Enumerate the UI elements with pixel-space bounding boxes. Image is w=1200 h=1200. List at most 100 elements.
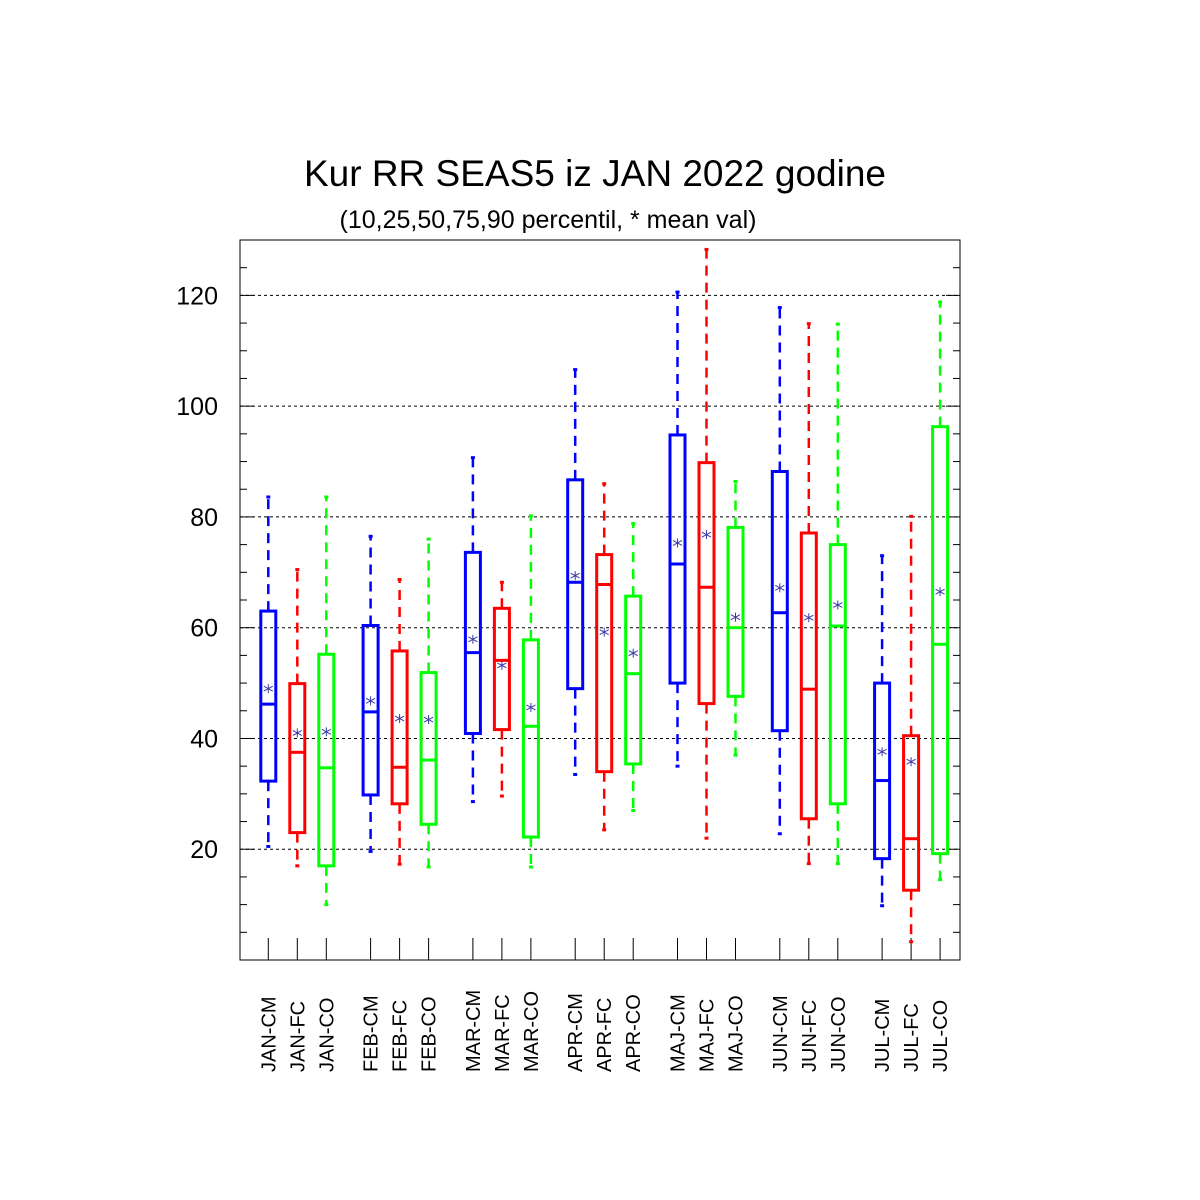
x-tick-label: JUN-FC <box>799 1000 821 1072</box>
mean-marker-stroke <box>877 748 887 755</box>
box-mar-co <box>521 514 540 869</box>
box-mar-cm <box>463 456 482 804</box>
y-tick-label: 20 <box>190 836 218 864</box>
mean-marker-stroke <box>321 728 332 735</box>
iqr-box <box>624 594 643 766</box>
iqr-box <box>770 470 789 733</box>
y-tick-label: 60 <box>190 615 218 643</box>
chart-subtitle: (10,25,50,75,90 percentil, * mean val) <box>340 206 757 234</box>
mean-marker-stroke <box>526 704 536 711</box>
x-tick-label: MAJ-FC <box>697 999 719 1072</box>
x-tick-label: JUL-CO <box>930 1000 952 1072</box>
mean-marker <box>570 571 580 581</box>
iqr-box <box>726 525 745 698</box>
plot-frame <box>239 239 961 961</box>
mean-marker <box>263 684 274 694</box>
mean-marker-stroke <box>292 730 303 736</box>
x-tick-label: FEB-FC <box>390 1000 412 1072</box>
mean-marker <box>394 714 405 724</box>
box-jun-fc <box>799 322 818 866</box>
mean-marker <box>833 600 843 610</box>
iqr-box <box>317 652 336 868</box>
mean-marker-stroke <box>906 758 916 765</box>
iqr-box <box>521 638 540 839</box>
y-tick-label: 80 <box>190 504 218 532</box>
x-tick-label: JUN-CO <box>828 996 850 1072</box>
iqr-box <box>799 531 818 821</box>
iqr-box <box>463 550 482 735</box>
mean-marker-stroke <box>468 636 478 643</box>
mean-marker-stroke <box>935 588 945 595</box>
x-tick-label: MAJ-CM <box>668 994 690 1072</box>
box-jul-co <box>931 300 950 882</box>
mean-marker-stroke <box>423 716 434 723</box>
x-tick-label: JUN-CM <box>770 995 792 1072</box>
mean-marker <box>365 696 376 706</box>
x-tick-label: APR-FC <box>594 998 616 1072</box>
box-jan-co <box>317 495 336 907</box>
x-tick-label: MAJ-CO <box>726 995 748 1072</box>
mean-marker-stroke <box>365 697 376 704</box>
mean-marker-stroke <box>628 650 638 657</box>
x-tick-label: MAR-FC <box>492 994 514 1072</box>
box-apr-fc <box>595 482 614 832</box>
mean-marker <box>804 613 814 623</box>
box-jul-fc <box>902 514 921 944</box>
box-jun-cm <box>770 306 789 836</box>
box-jan-cm <box>259 495 278 848</box>
mean-marker <box>906 757 916 767</box>
box-feb-cm <box>361 534 380 853</box>
box-maj-fc <box>697 247 716 840</box>
mean-marker <box>526 702 536 712</box>
iqr-box <box>668 433 687 685</box>
box-apr-co <box>624 522 643 812</box>
mean-marker <box>423 715 434 725</box>
x-tick-label: JAN-CM <box>258 996 280 1072</box>
mean-marker <box>628 648 638 658</box>
iqr-box <box>828 543 847 806</box>
x-tick-label: FEB-CO <box>419 996 441 1072</box>
iqr-box <box>873 681 892 861</box>
mean-marker-stroke <box>570 572 580 579</box>
boxes <box>259 247 950 944</box>
mean-marker <box>497 660 507 670</box>
iqr-box <box>419 671 438 826</box>
mean-marker <box>935 587 945 597</box>
mean-marker <box>672 538 683 548</box>
mean-marker-stroke <box>730 614 741 621</box>
axes: 20 40 60 80 100 120 JAN-CM JAN-FC JAN-CO FEB-CM FE… <box>176 267 960 1072</box>
mean-marker <box>468 634 478 644</box>
x-tick-label: JUL-FC <box>901 1003 923 1072</box>
box-maj-cm <box>668 290 687 768</box>
box-feb-fc <box>390 578 409 866</box>
x-tick-label: JAN-CO <box>316 998 338 1072</box>
x-tick-label: MAR-CO <box>521 991 543 1072</box>
x-tick-label: APR-CO <box>623 994 645 1072</box>
mean-marker-stroke <box>599 629 609 636</box>
iqr-box <box>566 478 585 691</box>
x-tick-label: APR-CM <box>565 993 587 1072</box>
iqr-box <box>288 682 307 835</box>
box-apr-cm <box>566 368 585 776</box>
mean-marker-stroke <box>263 685 274 692</box>
box-mar-fc <box>492 580 511 798</box>
y-tick-label: 100 <box>176 393 218 421</box>
mean-marker <box>877 747 887 757</box>
mean-marker <box>292 728 303 738</box>
mean-marker-stroke <box>775 584 785 591</box>
mean-marker-stroke <box>701 531 712 538</box>
iqr-box <box>902 734 921 892</box>
x-tick-label: MAR-CM <box>463 990 485 1072</box>
iqr-box <box>361 623 380 797</box>
mean-marker <box>599 627 609 637</box>
y-tick-label: 40 <box>190 725 218 753</box>
x-tick-label: FEB-CM <box>361 995 383 1072</box>
gridlines <box>240 294 960 850</box>
mean-marker <box>701 530 712 540</box>
iqr-box <box>259 609 278 783</box>
mean-marker-stroke <box>394 715 405 722</box>
box-maj-co <box>726 479 745 757</box>
x-tick-label: JUL-CM <box>872 999 894 1072</box>
iqr-box <box>390 649 409 806</box>
